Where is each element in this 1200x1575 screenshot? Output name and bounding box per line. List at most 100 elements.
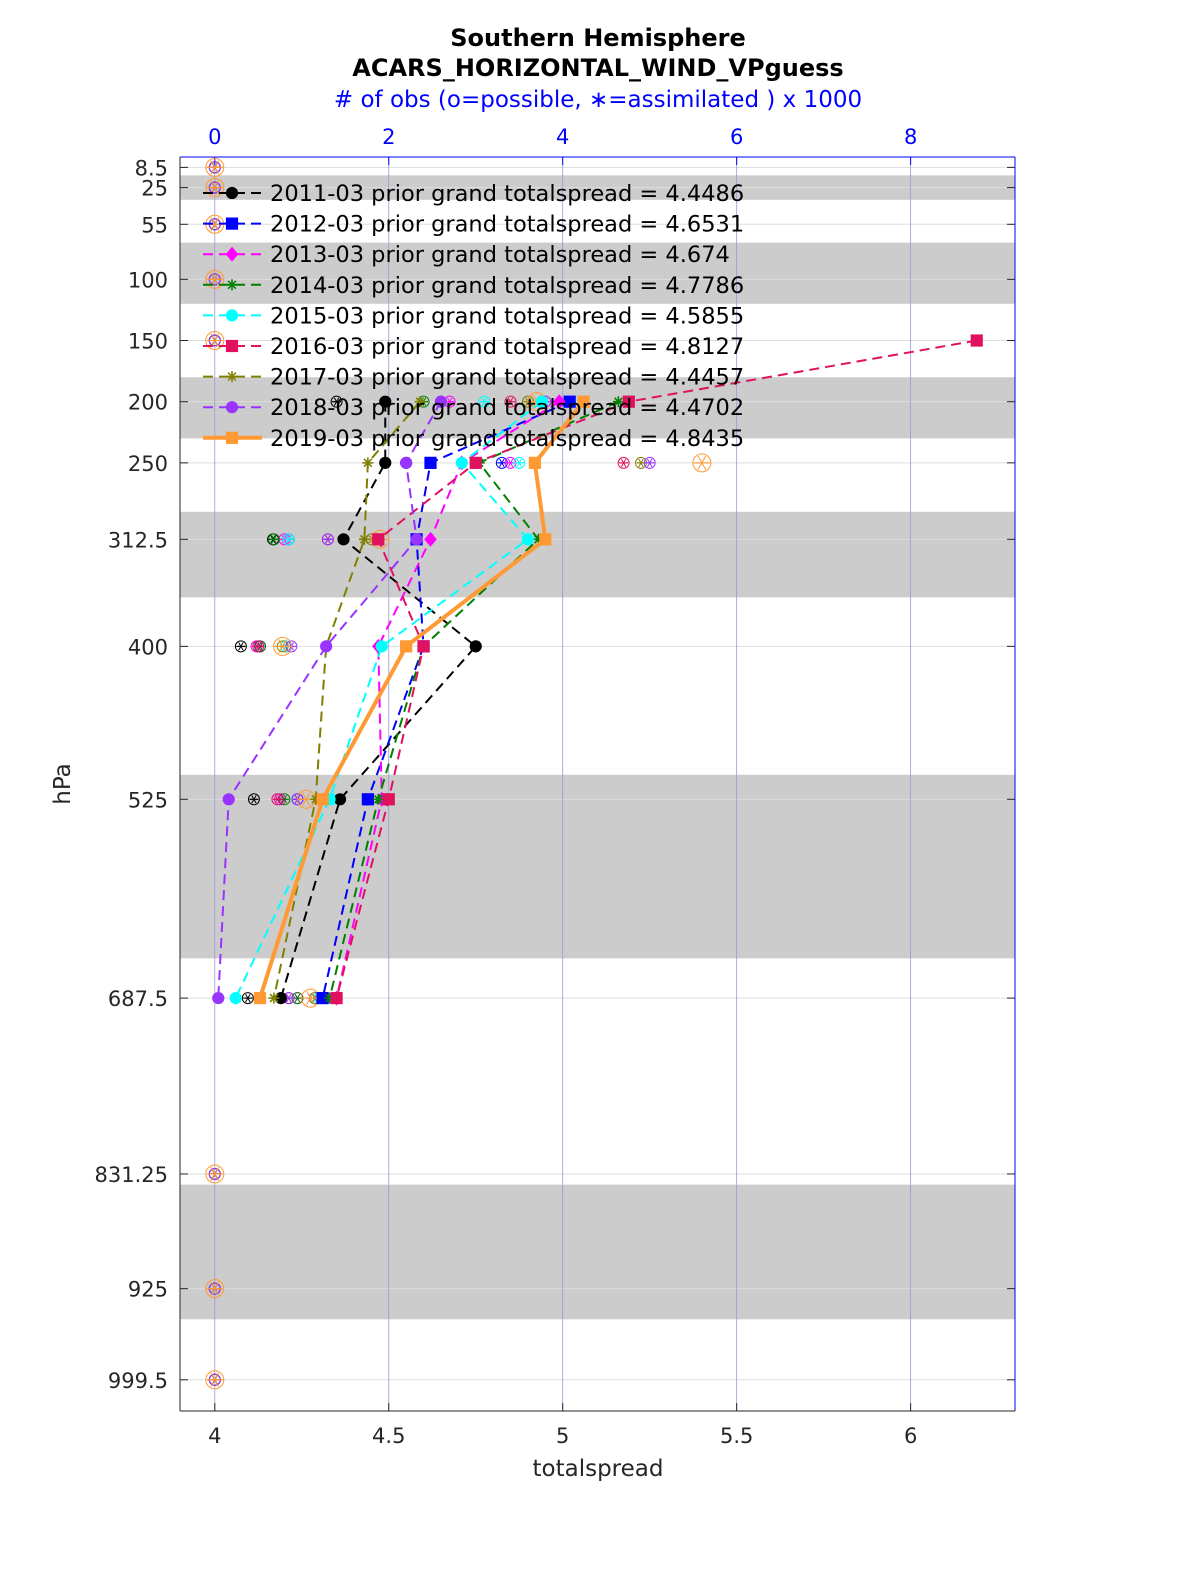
legend-marker bbox=[225, 431, 239, 444]
series-point bbox=[268, 992, 280, 1004]
series-lines bbox=[212, 334, 983, 1006]
obs-assimilated-marker bbox=[514, 458, 524, 468]
x-tick-label: 5.5 bbox=[720, 1424, 753, 1448]
series-point bbox=[424, 456, 437, 469]
legend-label: 2018-03 prior grand totalspread = 4.4702 bbox=[270, 395, 744, 421]
star-stroke bbox=[227, 372, 237, 382]
series-point bbox=[229, 991, 242, 1005]
obs-possible-marker bbox=[370, 529, 390, 549]
obs-assimilated-marker bbox=[332, 397, 342, 406]
legend-label: 2017-03 prior grand totalspread = 4.4457 bbox=[270, 365, 744, 391]
series-line bbox=[279, 401, 478, 999]
legend-marker bbox=[225, 186, 239, 200]
obs-possible-marker bbox=[478, 395, 491, 408]
obs-assimilated-marker bbox=[243, 993, 253, 1003]
obs-possible-marker bbox=[252, 640, 265, 653]
obs-possible-marker bbox=[241, 992, 254, 1005]
y-tick-label: 250 bbox=[128, 452, 168, 476]
series-point bbox=[552, 394, 566, 410]
obs-assimilated-marker bbox=[206, 1281, 223, 1296]
series-point bbox=[539, 533, 552, 546]
legend-marker bbox=[226, 371, 238, 383]
star-stroke bbox=[359, 534, 369, 544]
obs-possible-marker bbox=[282, 533, 295, 546]
y-tick-label: 55 bbox=[141, 213, 168, 237]
series-point bbox=[424, 531, 437, 547]
legend-label: 2013-03 prior grand totalspread = 4.674 bbox=[270, 242, 730, 268]
series-point bbox=[375, 640, 388, 653]
axes: 4 4.5 5 5.5 6 0 2 4 6 8 8.525 55 100 150 200 250 312.5 40… bbox=[95, 125, 1016, 1448]
star-stroke bbox=[613, 397, 623, 407]
series-point bbox=[337, 533, 350, 546]
legend-label: 2016-03 prior grand totalspread = 4.8127 bbox=[270, 334, 744, 360]
obs-assimilated-marker bbox=[206, 1166, 223, 1182]
star-stroke bbox=[269, 993, 279, 1003]
y-tick-label: 999.5 bbox=[108, 1369, 168, 1393]
y-tick-label: 8.5 bbox=[135, 156, 168, 180]
series-point bbox=[372, 533, 385, 546]
y-tick-label: 687.5 bbox=[108, 987, 168, 1011]
series-point bbox=[361, 793, 374, 806]
obs-assimilated-marker bbox=[206, 1372, 223, 1387]
obs-possible-marker bbox=[271, 793, 284, 806]
series-point bbox=[320, 640, 333, 653]
obs-possible-marker bbox=[205, 1164, 225, 1184]
gray-band bbox=[180, 774, 1015, 959]
legend-marker bbox=[225, 339, 239, 353]
top-tick-label: 8 bbox=[904, 125, 917, 149]
obs-possible-marker bbox=[205, 269, 225, 289]
top-axis-label: # of obs (o=possible, ∗=assimilated ) x … bbox=[333, 87, 863, 113]
y-tick-label: 525 bbox=[128, 788, 168, 812]
series-point bbox=[469, 640, 482, 653]
legend-marker bbox=[225, 246, 239, 262]
series-point bbox=[358, 533, 370, 545]
x-tick-label: 6 bbox=[904, 1424, 917, 1448]
star-stroke bbox=[363, 458, 373, 468]
y-tick-label: 200 bbox=[128, 391, 168, 415]
star-stroke bbox=[373, 794, 383, 804]
legend-label: 2015-03 prior grand totalspread = 4.5855 bbox=[270, 303, 744, 329]
chart-subtitle: ACARS_HORIZONTAL_WIND_VPguess bbox=[352, 54, 844, 82]
top-tick-label: 4 bbox=[556, 125, 569, 149]
obs-possible-marker bbox=[205, 178, 225, 198]
obs-possible-marker bbox=[205, 1370, 225, 1390]
legend-marker bbox=[225, 309, 239, 322]
series-point bbox=[577, 395, 590, 408]
grid-lines bbox=[180, 157, 1015, 1411]
series-point bbox=[212, 991, 225, 1005]
series-point bbox=[434, 395, 448, 408]
obs-possible-marker bbox=[513, 456, 526, 469]
gray-band bbox=[180, 1184, 1015, 1320]
gray-band bbox=[180, 242, 1015, 304]
star-stroke bbox=[227, 280, 237, 290]
obs-assimilated-marker bbox=[645, 458, 655, 468]
y-tick-label: 150 bbox=[128, 330, 168, 354]
y-tick-label: 100 bbox=[128, 268, 168, 292]
obs-assimilated-marker bbox=[323, 535, 333, 544]
series-point bbox=[528, 456, 541, 469]
series-point bbox=[362, 457, 374, 469]
series-point bbox=[455, 456, 468, 469]
y-tick-label: 831.25 bbox=[95, 1163, 168, 1187]
series-point bbox=[417, 640, 430, 653]
series-line bbox=[321, 400, 571, 999]
legend-marker bbox=[225, 401, 239, 414]
series-point bbox=[535, 395, 548, 408]
legend-marker bbox=[225, 217, 239, 230]
series-point bbox=[372, 793, 384, 805]
gray-band bbox=[180, 511, 1015, 598]
series-point bbox=[469, 456, 482, 469]
star-stroke bbox=[415, 397, 425, 407]
gray-bands bbox=[180, 175, 1015, 1320]
series-point bbox=[414, 396, 426, 408]
obs-possible-marker bbox=[617, 456, 630, 469]
obs-possible-marker bbox=[267, 533, 280, 546]
series-point bbox=[222, 793, 235, 806]
x-tick-label: 4 bbox=[208, 1424, 221, 1448]
series-line bbox=[328, 400, 619, 999]
series-line bbox=[258, 400, 586, 999]
series-point bbox=[970, 334, 983, 347]
obs-assimilated-marker bbox=[269, 535, 279, 544]
obs-assimilated-marker bbox=[206, 160, 223, 175]
obs-assimilated-marker bbox=[302, 990, 319, 1006]
